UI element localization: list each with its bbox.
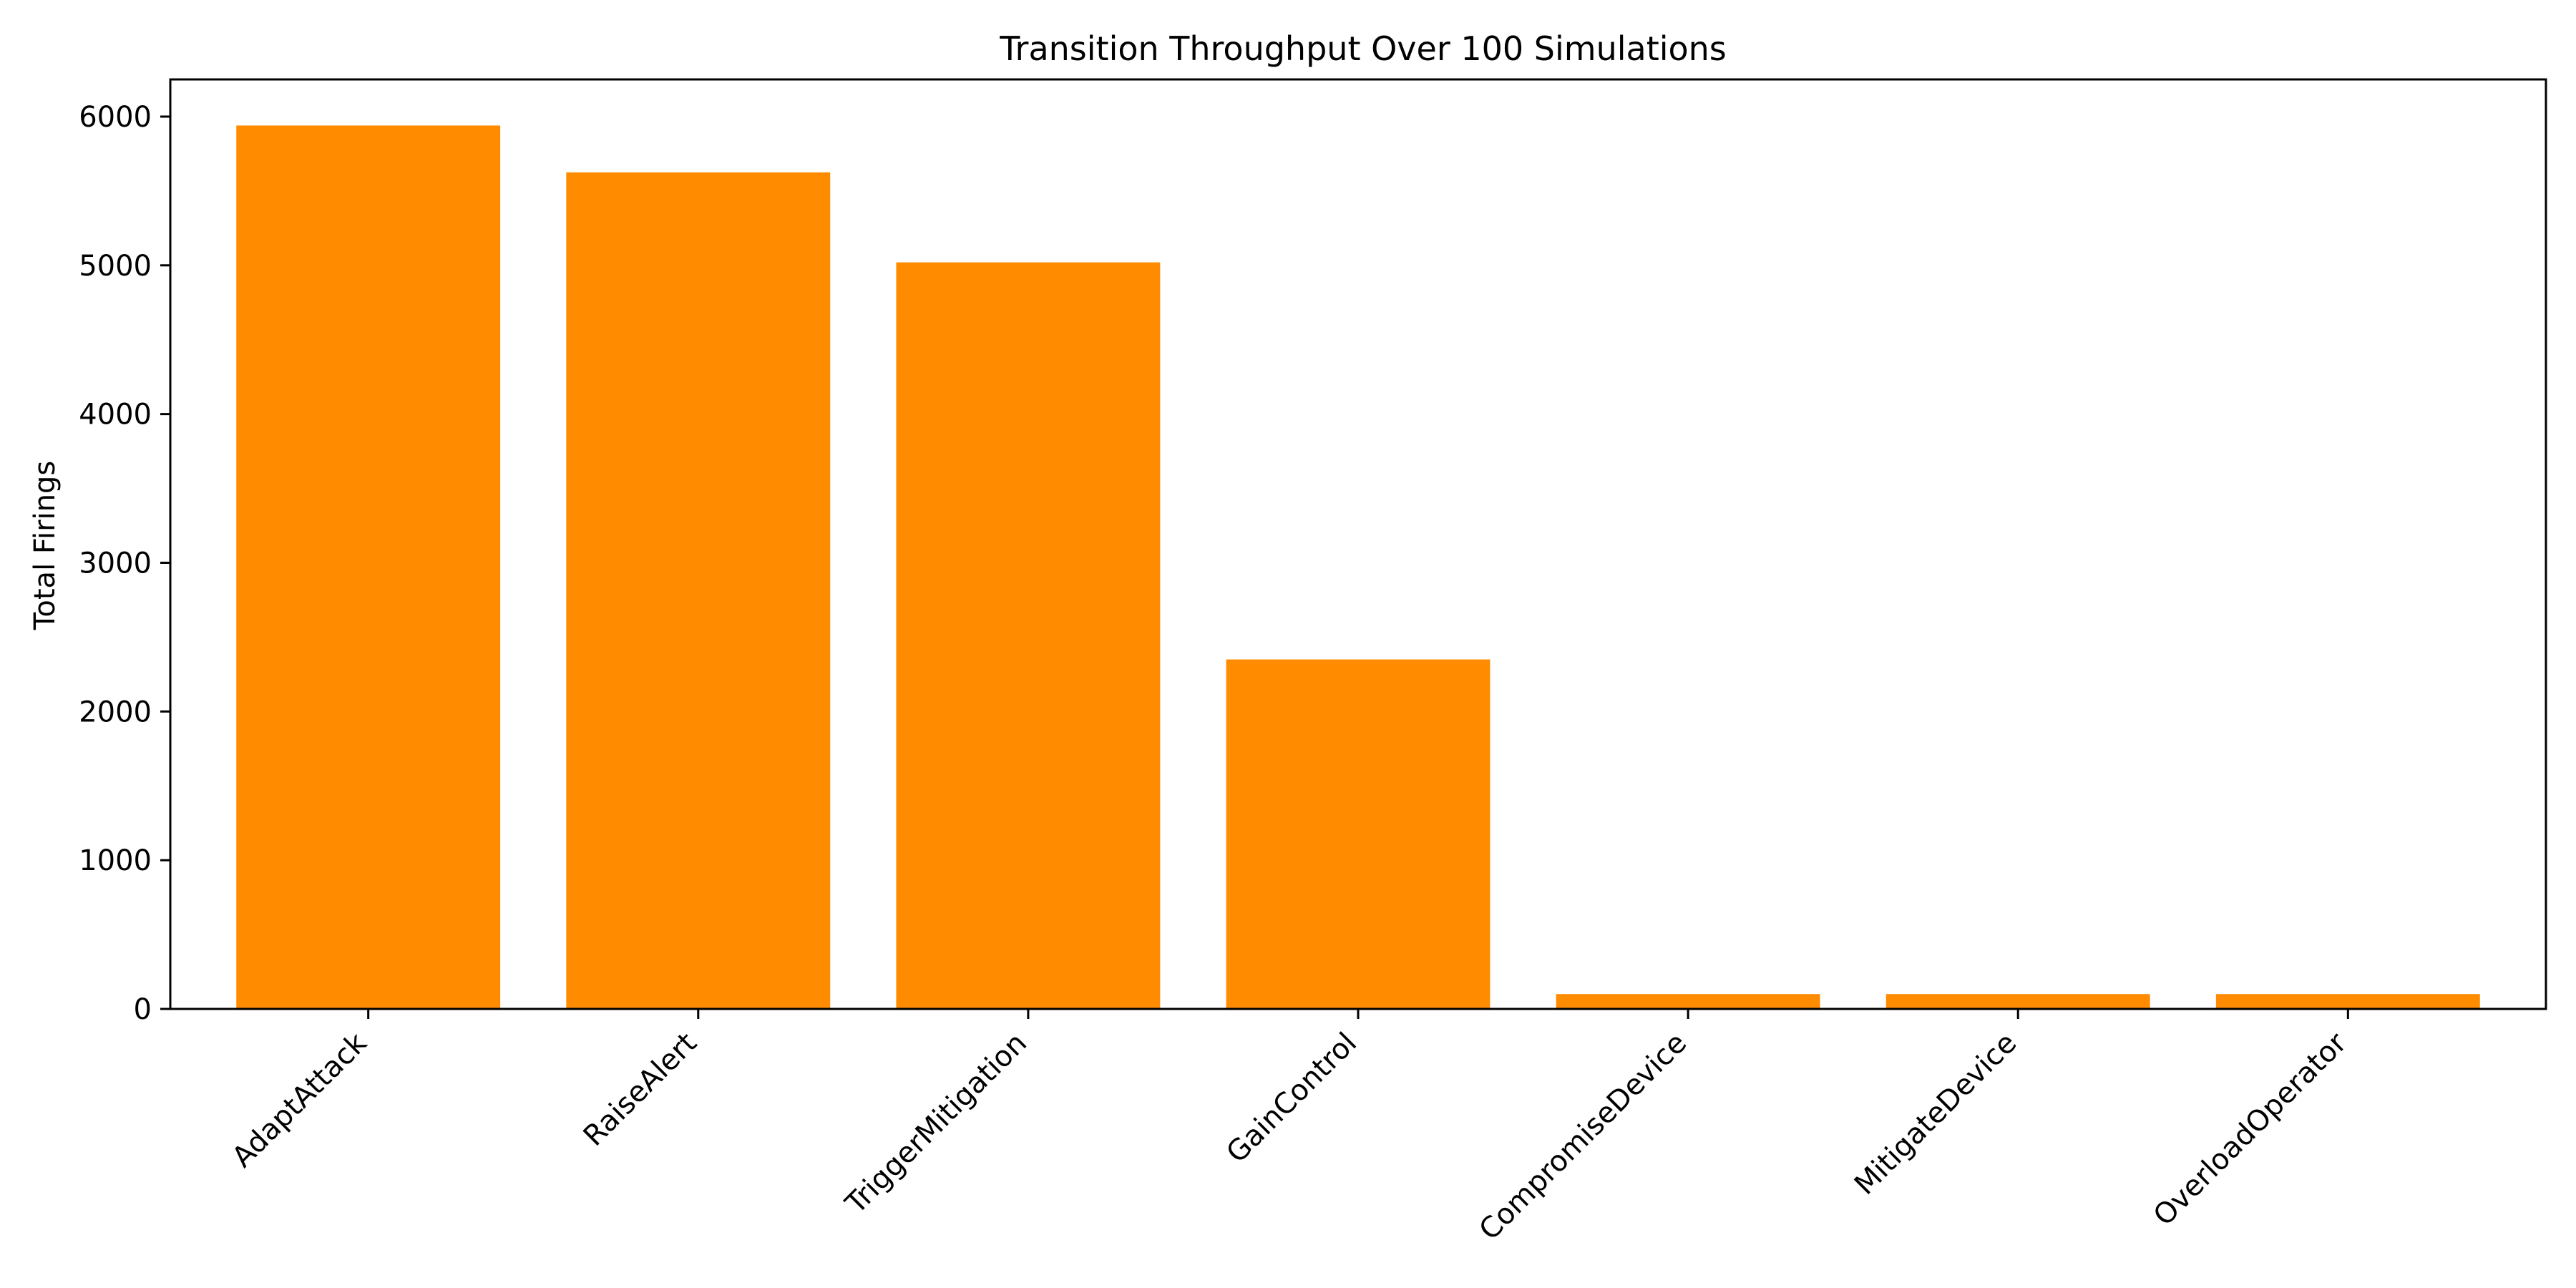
bar-gain-control: [1226, 659, 1491, 1009]
y-axis-ticks: 0 1000 2000 3000 4000 5000 6000: [79, 101, 170, 1026]
y-tick-label: 1000: [79, 844, 152, 877]
bar-compromise-device: [1556, 994, 1820, 1009]
bar-overload-operator: [2215, 994, 2480, 1009]
chart-title: Transition Throughput Over 100 Simulatio…: [999, 29, 1727, 68]
y-tick-label: 0: [134, 993, 152, 1026]
bars-group: [236, 125, 2480, 1009]
y-axis-label: Total Firings: [29, 461, 62, 630]
bar-mitigate-device: [1885, 994, 2150, 1009]
y-tick-label: 4000: [79, 399, 152, 431]
bar-raise-alert: [566, 172, 831, 1009]
y-tick-label: 6000: [79, 101, 152, 134]
plot-area-frame: [169, 78, 2547, 1010]
y-tick-label: 2000: [79, 696, 152, 728]
bar-adapt-attack: [236, 125, 501, 1009]
bar-trigger-mitigation: [896, 262, 1161, 1009]
y-tick-label: 3000: [79, 547, 152, 580]
y-tick-label: 5000: [79, 250, 152, 283]
